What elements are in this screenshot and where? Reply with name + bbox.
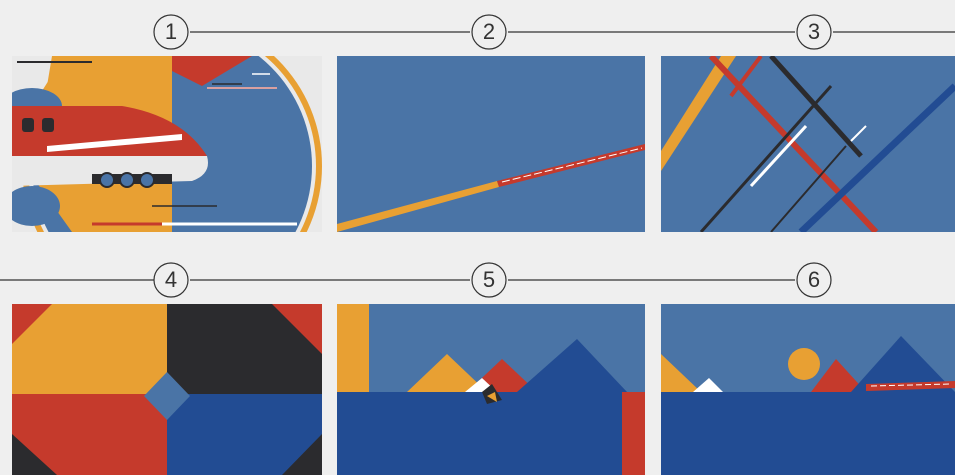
step-number-4: 4 <box>164 267 178 292</box>
storyboard-frame-6[interactable] <box>661 304 955 475</box>
geometric-quadrants-illustration <box>12 304 322 475</box>
timeline-line-2 <box>0 262 832 298</box>
timeline-row-1: 1 2 3 <box>0 12 955 52</box>
step-number-1: 1 <box>164 19 178 44</box>
diagonal-track-illustration <box>337 56 645 232</box>
timeline-row-2: 4 5 6 <box>0 260 955 300</box>
mountains-scene-illustration <box>337 304 645 475</box>
step-number-3: 3 <box>807 19 821 44</box>
storyboard-frame-3[interactable] <box>661 56 955 232</box>
storyboard-frame-2[interactable] <box>337 56 645 232</box>
step-number-6: 6 <box>807 267 821 292</box>
crossing-tracks-illustration <box>661 56 955 232</box>
train-window-illustration <box>12 56 322 232</box>
storyboard-frame-4[interactable] <box>12 304 322 475</box>
step-number-5: 5 <box>482 267 496 292</box>
sunset-train-illustration <box>661 304 955 475</box>
storyboard-frame-5[interactable] <box>337 304 645 475</box>
step-number-2: 2 <box>482 19 496 44</box>
timeline-line-1 <box>153 14 955 50</box>
storyboard-frame-1[interactable] <box>12 56 322 232</box>
